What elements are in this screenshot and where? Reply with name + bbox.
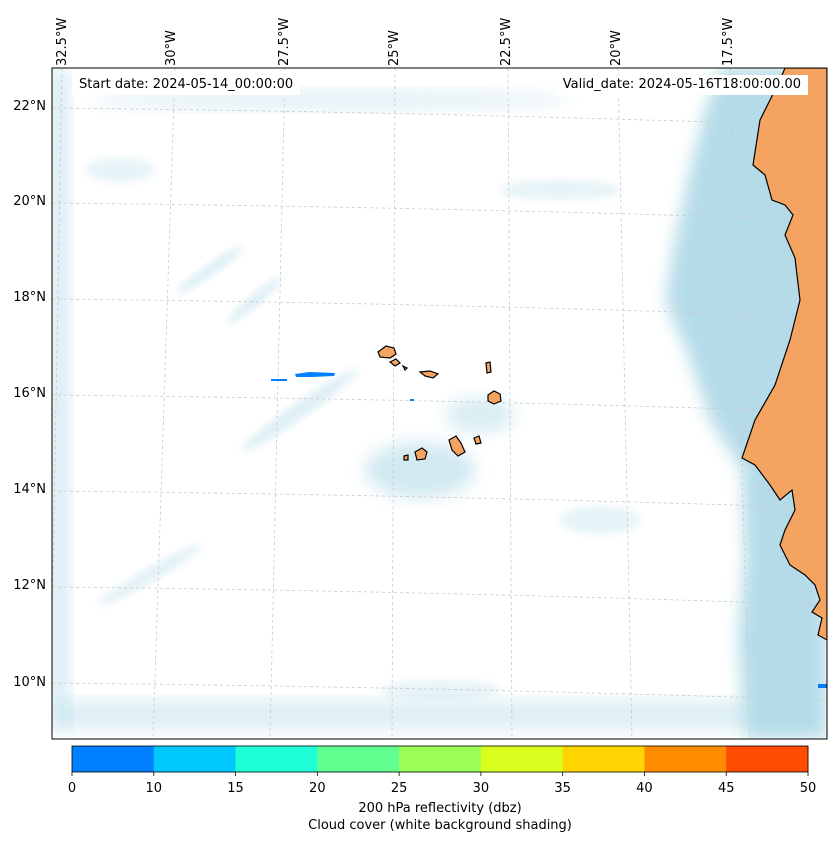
colorbar-tick-label: 15: [227, 781, 244, 796]
lon-label-17-5w: 17.5°W: [721, 17, 736, 66]
cloud-cover: [52, 68, 827, 739]
cape-verde-islands: [377, 345, 502, 461]
cloud-north-band: [90, 90, 570, 110]
colorbar-tick-label: 35: [554, 781, 571, 796]
cloud-streak-2: [177, 246, 243, 294]
colorbar-tick-label: 50: [799, 781, 817, 796]
lon-label-30w: 30°W: [164, 30, 179, 66]
africa-land: [741, 68, 827, 641]
cloud-streak-5: [500, 180, 620, 200]
island-santo-antao: [377, 345, 397, 359]
island-brava: [403, 454, 409, 461]
lon-label-27-5w: 27.5°W: [277, 17, 292, 66]
gridlines: [52, 68, 827, 739]
lon-label-22-5w: 22.5°W: [499, 17, 514, 66]
lon-label-32-5w: 32.5°W: [55, 17, 70, 66]
cloud-west-edge: [52, 70, 70, 730]
colorbar-segment: [644, 746, 727, 772]
island-sao-vicente: [388, 358, 401, 367]
lat-label-14n: 14°N: [13, 482, 46, 497]
colorbar-label: 200 hPa reflectivity (dbz): [358, 801, 522, 816]
colorbar-tick-label: 40: [636, 781, 653, 796]
colorbar-tick-label: 0: [67, 781, 77, 796]
colorbar-segment: [235, 746, 318, 772]
colorbar-segment: [562, 746, 645, 772]
cloud-streak-4: [97, 544, 203, 606]
colorbar-frame: [71, 745, 809, 773]
lat-label-18n: 18°N: [13, 290, 46, 305]
cloud-streak-3: [227, 277, 283, 323]
colorbar-tick-label: 20: [309, 781, 326, 796]
colorbar-segment: [726, 746, 809, 772]
colorbar-segment: [399, 746, 482, 772]
lat-label-16n: 16°N: [13, 386, 46, 401]
colorbar-sublabel: Cloud cover (white background shading): [308, 818, 572, 833]
start-date-label: Start date: 2024-05-14_00:00:00: [72, 75, 301, 95]
cloud-streak-6: [560, 506, 640, 534]
island-fogo: [414, 447, 428, 461]
colorbar-tick-label: 30: [472, 781, 490, 796]
reflectivity-patch-edge: [818, 684, 827, 688]
reflectivity-patch-main: [295, 372, 335, 377]
reflectivity-patches: [271, 372, 827, 688]
lon-label-20w: 20°W: [609, 30, 624, 66]
cloud-south-band: [60, 700, 750, 730]
valid-date-label: Valid_date: 2024-05-16T18:00:00.00: [555, 75, 808, 95]
colorbar-segment: [153, 746, 237, 772]
reflectivity-patch-dot: [410, 399, 414, 401]
map-frame: [51, 67, 828, 740]
island-sal: [485, 361, 492, 374]
colorbar-tick-label: 45: [717, 781, 735, 796]
colorbar-tick-label: 10: [145, 781, 163, 796]
colorbar-segment: [480, 746, 564, 772]
colorbar-segment: [72, 746, 155, 772]
island-santa-luzia: [401, 364, 409, 372]
cloud-streak-1: [242, 369, 358, 451]
lat-label-12n: 12°N: [13, 578, 46, 593]
reflectivity-patch-small: [271, 379, 287, 381]
colorbar: [71, 745, 809, 776]
island-maio: [473, 435, 482, 445]
lon-label-25w: 25°W: [387, 30, 402, 66]
lat-label-20n: 20°N: [13, 194, 46, 209]
island-boa-vista: [487, 390, 502, 405]
cloud-streak-7: [85, 158, 155, 182]
lat-label-22n: 22°N: [13, 99, 46, 114]
colorbar-tick-label: 25: [390, 781, 408, 796]
cloud-islands-south: [365, 442, 475, 498]
cloud-streak-8: [380, 680, 500, 700]
cloud-islands-east: [445, 397, 515, 433]
lat-label-10n: 10°N: [13, 675, 46, 690]
island-santiago: [448, 435, 466, 457]
colorbar-segment: [317, 746, 400, 772]
island-sao-nicolau: [418, 370, 440, 379]
